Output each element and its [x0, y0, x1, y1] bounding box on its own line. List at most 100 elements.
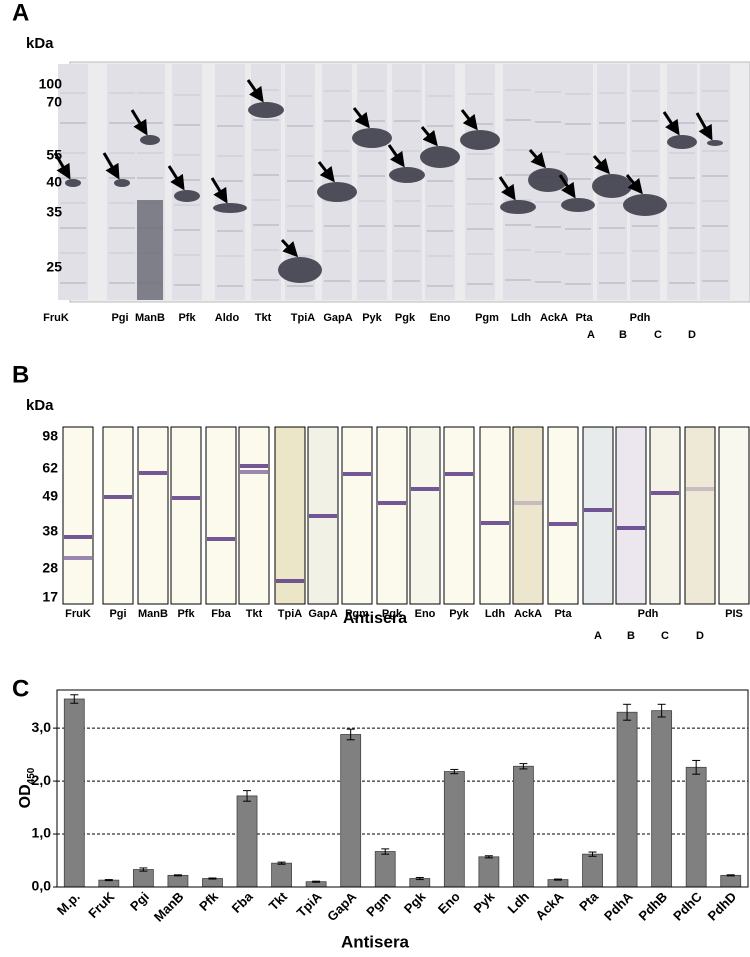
strip-label: Pta	[554, 608, 572, 620]
strip-band	[686, 487, 714, 491]
error-bar	[381, 848, 390, 855]
y-axis-label-main: OD	[17, 784, 34, 808]
lane	[172, 64, 202, 300]
x-tick-label: Pgi	[127, 889, 152, 914]
protein-band	[592, 174, 632, 198]
panel-label: A	[12, 0, 29, 26]
strip-band	[104, 495, 132, 499]
error-bar	[519, 763, 528, 770]
x-tick-label: FruK	[85, 889, 117, 921]
strip	[582, 426, 614, 605]
strip	[615, 426, 647, 605]
y-tick-label: 1,0	[32, 825, 52, 841]
strip-label: AckA	[514, 608, 542, 620]
bar	[63, 698, 85, 888]
protein-band	[420, 146, 460, 168]
arrow	[625, 174, 643, 195]
x-tick-label: ManB	[151, 889, 187, 925]
marker-label: 49	[42, 488, 58, 504]
lane	[465, 64, 495, 300]
lane-label: Aldo	[215, 312, 240, 324]
error-bar	[692, 759, 701, 775]
strip	[102, 426, 134, 605]
x-tick-label: Ldh	[505, 889, 532, 916]
gel-bands	[53, 64, 730, 300]
strip-band	[549, 522, 577, 526]
lane-label: Ldh	[511, 312, 531, 324]
bar	[236, 795, 258, 888]
bar	[443, 771, 465, 888]
protein-band	[317, 182, 357, 202]
bar	[582, 853, 603, 888]
panel-label: B	[12, 361, 29, 388]
protein-band	[667, 135, 697, 149]
protein-band	[623, 194, 667, 216]
error-bar	[70, 694, 79, 704]
x-tick-label: Eno	[435, 889, 463, 917]
strip-band	[584, 508, 612, 512]
marker-label: 100	[39, 76, 63, 92]
blot-strips	[62, 426, 750, 605]
x-tick-label: Pgm	[363, 889, 394, 920]
bar	[513, 765, 534, 888]
y-axis-label: OD450	[17, 767, 36, 808]
error-bar	[139, 867, 148, 872]
arrow	[528, 149, 546, 169]
unit-label: kDa	[26, 397, 54, 414]
strip-label: Ldh	[485, 608, 505, 620]
x-tick-label: Fba	[229, 888, 256, 915]
protein-band	[248, 102, 284, 118]
strip-band	[309, 514, 337, 518]
x-tick-label: Pyk	[470, 888, 498, 916]
strip	[62, 426, 94, 605]
x-tick-label: Pta	[576, 888, 601, 913]
strip	[137, 426, 169, 605]
strip-label: Pgm	[345, 608, 369, 620]
x-tick-label: Pfk	[196, 888, 221, 913]
arrow	[498, 176, 516, 201]
arrow	[246, 79, 264, 103]
protein-band	[174, 190, 200, 202]
strip	[512, 426, 544, 605]
lane-label: ManB	[135, 312, 165, 324]
error-bar	[588, 851, 597, 857]
plot-frame	[56, 689, 749, 888]
strip	[443, 426, 475, 605]
strip	[205, 426, 237, 605]
strip-label: Pyk	[449, 608, 469, 620]
strip-label: FruK	[65, 608, 91, 620]
strip-band	[139, 471, 167, 475]
y-tick-label: 2,0	[32, 772, 52, 788]
y-tick-label: 3,0	[32, 719, 52, 735]
bar	[132, 869, 154, 888]
x-tick-label: Pgk	[401, 888, 429, 916]
bar	[340, 734, 362, 888]
sublane-label: A	[594, 630, 602, 642]
sublane-label: C	[661, 630, 669, 642]
strip	[238, 426, 270, 605]
arrow	[280, 238, 299, 258]
x-tick-label: TpiA	[294, 889, 325, 920]
strip	[341, 426, 373, 605]
strip-label: Pfk	[177, 608, 195, 620]
sublane-label: D	[688, 329, 696, 341]
protein-band	[389, 167, 425, 183]
lane-label: AckA	[540, 312, 568, 324]
strip-label: Tkt	[246, 608, 263, 620]
lane-label: Pgm	[475, 312, 499, 324]
bar	[478, 856, 500, 888]
strip-label: Pgi	[109, 608, 126, 620]
sublane-label: D	[696, 630, 704, 642]
arrow	[387, 144, 405, 168]
marker-label: 98	[42, 428, 58, 444]
error-bar	[243, 790, 252, 802]
bar	[374, 851, 396, 888]
strip-label: ManB	[138, 608, 168, 620]
bar	[98, 879, 120, 888]
x-tick-label: PdhD	[705, 889, 740, 924]
protein-band	[278, 257, 322, 283]
strip-label: Pgk	[382, 608, 403, 620]
protein-band	[140, 135, 160, 145]
arrow	[460, 109, 478, 131]
bar	[651, 710, 673, 888]
